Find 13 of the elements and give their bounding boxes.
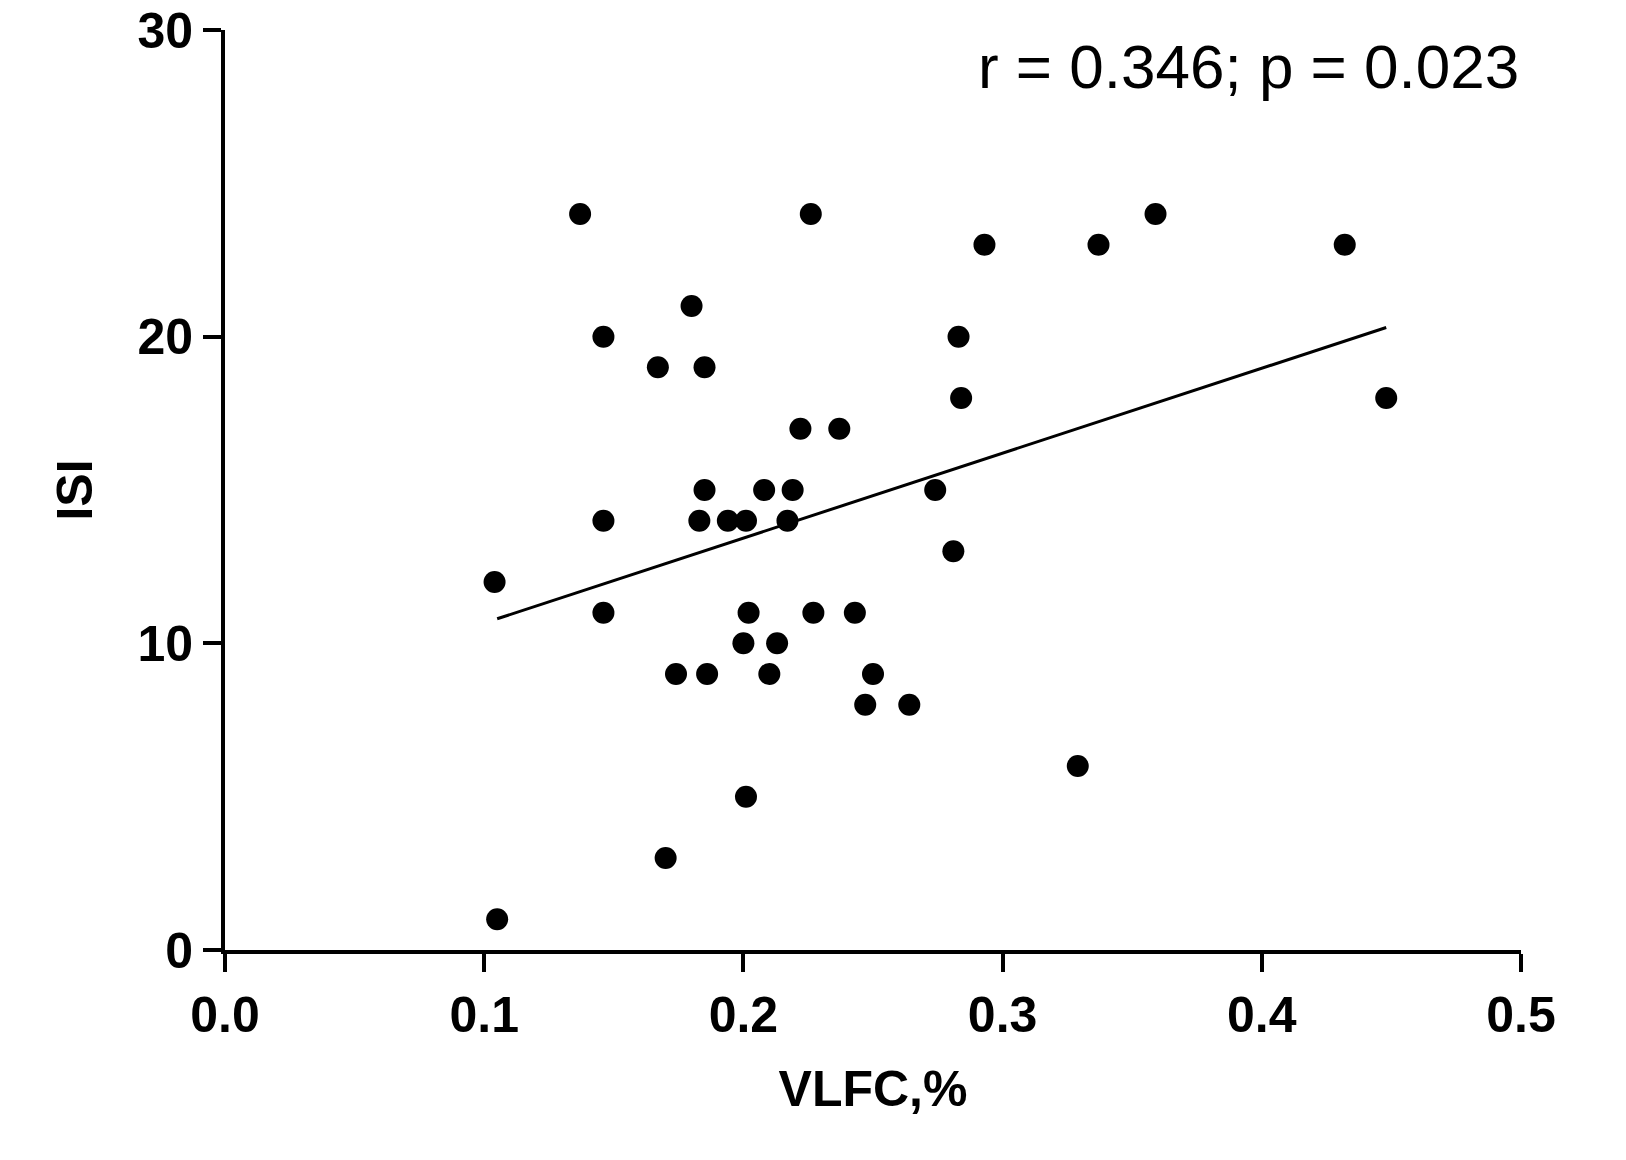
y-tick-label: 20 xyxy=(137,309,193,366)
x-tick-label: 0.1 xyxy=(449,987,519,1043)
y-tick-label: 30 xyxy=(137,2,193,59)
x-axis-title: VLFC,% xyxy=(778,1061,968,1117)
y-axis-title: ISI xyxy=(46,459,103,521)
x-tick-label: 0.0 xyxy=(190,987,260,1043)
y-tick-label: 10 xyxy=(137,615,193,672)
x-tick-label: 0.2 xyxy=(708,987,779,1043)
x-tick-label: 0.3 xyxy=(967,987,1038,1043)
annotation: r = 0.346; p = 0.023 xyxy=(978,32,1520,101)
y-tick-label: 0 xyxy=(165,922,193,979)
x-tick-label: 0.5 xyxy=(1486,987,1556,1043)
x-tick-label: 0.4 xyxy=(1227,987,1297,1043)
